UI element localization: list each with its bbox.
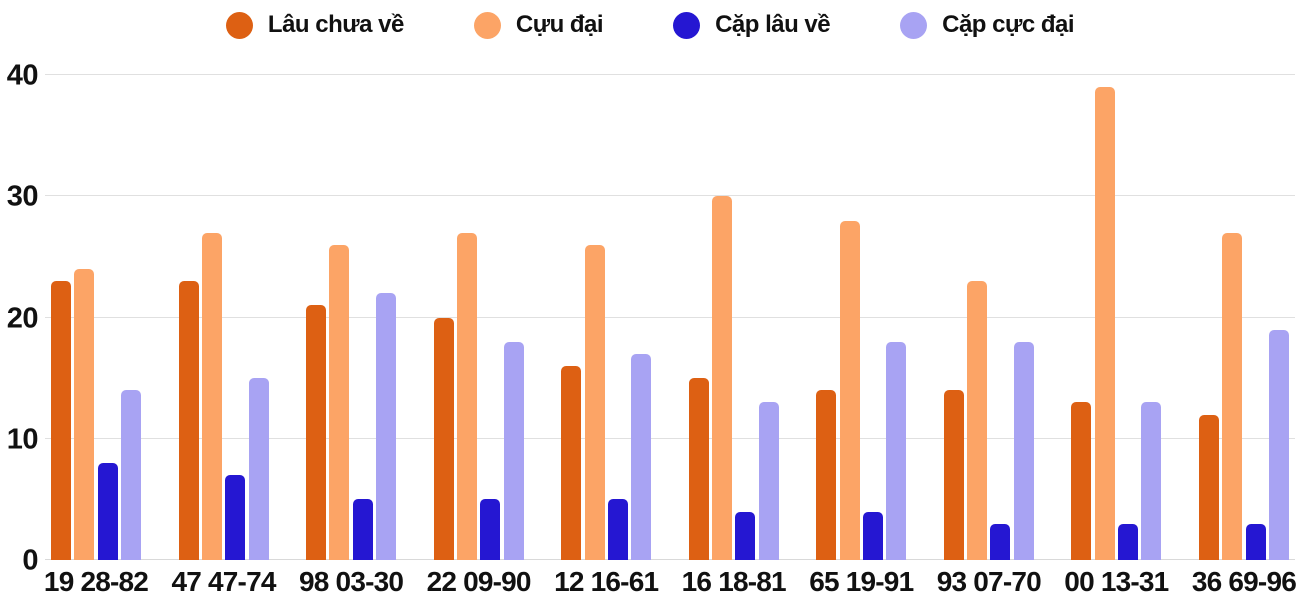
plot-area: 0 10 20 30 40 19 28-82 47 47-74 98 03-30 22 09-9… — [7, 60, 1297, 598]
legend-item-2: Cặp lâu về — [673, 11, 831, 39]
legend-label: Lâu chưa về — [267, 11, 404, 38]
bar-series0-group2 — [306, 305, 327, 560]
x-axis-label-5: 16 18-81 — [681, 566, 787, 597]
bar-series3-group4 — [631, 353, 652, 560]
bar-group-0: 19 28-82 — [44, 75, 149, 597]
y-axis-tick-40: 40 — [6, 59, 39, 92]
bar-series1-group6 — [839, 220, 860, 560]
bars — [943, 75, 1034, 560]
bar-series1-group9 — [1222, 232, 1243, 560]
x-axis-label-3: 22 09-90 — [426, 566, 532, 597]
y-axis-tick-10: 10 — [6, 423, 39, 456]
gridline-y0 — [45, 559, 1295, 560]
gridline-y30 — [45, 195, 1295, 197]
chart-legend: Lâu chưa về Cựu đại Cặp lâu về Cặp cực đại — [0, 8, 1300, 42]
bar-group-7: 93 07-70 — [937, 75, 1042, 597]
bar-series2-group3 — [480, 499, 501, 560]
legend-dot-icon — [473, 11, 501, 39]
legend-label: Cặp cực đại — [942, 11, 1075, 38]
y-axis-tick-30: 30 — [6, 180, 39, 213]
gridline-y20 — [45, 316, 1295, 318]
bar-group-3: 22 09-90 — [427, 75, 532, 597]
bar-series0-group9 — [1198, 414, 1219, 560]
bar-groups: 19 28-82 47 47-74 98 03-30 22 09-90 12 16-61… — [44, 75, 1297, 597]
x-axis-label-0: 19 28-82 — [43, 566, 149, 597]
x-axis-label-8: 00 13-31 — [1064, 566, 1169, 597]
x-axis-label-6: 65 19-91 — [809, 566, 914, 597]
bar-series2-group1 — [225, 475, 246, 560]
bar-series0-group1 — [178, 281, 199, 560]
bar-series3-group9 — [1268, 329, 1289, 560]
bar-series1-group8 — [1094, 87, 1115, 560]
bar-series2-group7 — [990, 523, 1011, 560]
bar-series3-group6 — [886, 341, 907, 560]
bar-series3-group2 — [376, 293, 397, 560]
legend-label: Cựu đại — [515, 11, 604, 38]
bar-group-2: 98 03-30 — [299, 75, 404, 597]
bar-series1-group3 — [456, 232, 477, 560]
bar-series3-group0 — [120, 390, 141, 560]
bar-series2-group8 — [1118, 523, 1139, 560]
y-axis-tick-20: 20 — [6, 302, 39, 334]
x-axis-label-2: 98 03-30 — [299, 566, 404, 597]
bars — [306, 75, 397, 560]
bar-series2-group6 — [862, 511, 883, 560]
bars — [1071, 75, 1162, 560]
bars — [178, 75, 269, 560]
bar-series0-group5 — [688, 378, 709, 560]
bars — [688, 75, 779, 560]
bar-series0-group0 — [51, 281, 71, 560]
bar-series3-group8 — [1141, 402, 1162, 560]
bar-series3-group5 — [758, 402, 779, 560]
bar-series1-group5 — [712, 196, 733, 560]
bar-series0-group4 — [561, 366, 582, 560]
x-axis-label-1: 47 47-74 — [171, 566, 276, 597]
x-axis-label-9: 36 69-96 — [1191, 566, 1297, 597]
bar-series2-group0 — [97, 463, 118, 560]
bar-group-1: 47 47-74 — [171, 75, 276, 597]
bar-series0-group6 — [816, 390, 837, 560]
legend-dot-icon — [900, 11, 928, 39]
bar-series2-group4 — [607, 499, 628, 560]
bar-series2-group5 — [735, 511, 756, 560]
legend-item-0: Lâu chưa về — [225, 11, 404, 39]
bar-group-4: 12 16-61 — [554, 75, 659, 597]
bar-series1-group7 — [967, 281, 988, 560]
bar-series1-group0 — [74, 269, 95, 560]
legend-dot-icon — [225, 11, 253, 39]
bar-series2-group9 — [1245, 523, 1266, 560]
bars — [51, 75, 141, 560]
bar-series1-group4 — [584, 244, 605, 560]
bars — [816, 75, 907, 560]
bars — [1198, 75, 1289, 560]
bar-series3-group1 — [248, 378, 269, 560]
gridline-y40 — [45, 74, 1295, 75]
bar-series3-group7 — [1013, 341, 1034, 560]
bar-series0-group7 — [943, 390, 964, 560]
legend-item-3: Cặp cực đại — [900, 11, 1075, 39]
bars — [561, 75, 652, 560]
bars — [433, 75, 524, 560]
bar-group-5: 16 18-81 — [682, 75, 787, 597]
x-axis-label-7: 93 07-70 — [936, 566, 1042, 597]
bar-series1-group1 — [201, 232, 222, 560]
bar-series0-group8 — [1071, 402, 1092, 560]
bar-series2-group2 — [352, 499, 373, 560]
y-axis-tick-0: 0 — [22, 544, 38, 577]
bar-group-9: 36 69-96 — [1192, 75, 1297, 597]
x-axis-label-4: 12 16-61 — [554, 566, 659, 597]
legend-dot-icon — [673, 11, 701, 39]
legend-item-1: Cựu đại — [473, 11, 604, 39]
bar-group-8: 00 13-31 — [1064, 75, 1169, 597]
bar-group-6: 65 19-91 — [809, 75, 914, 597]
bar-series1-group2 — [329, 244, 350, 560]
legend-label: Cặp lâu về — [715, 11, 831, 38]
bar-series0-group3 — [433, 317, 454, 560]
gridline-y10 — [45, 437, 1295, 439]
bar-series3-group3 — [503, 341, 524, 560]
